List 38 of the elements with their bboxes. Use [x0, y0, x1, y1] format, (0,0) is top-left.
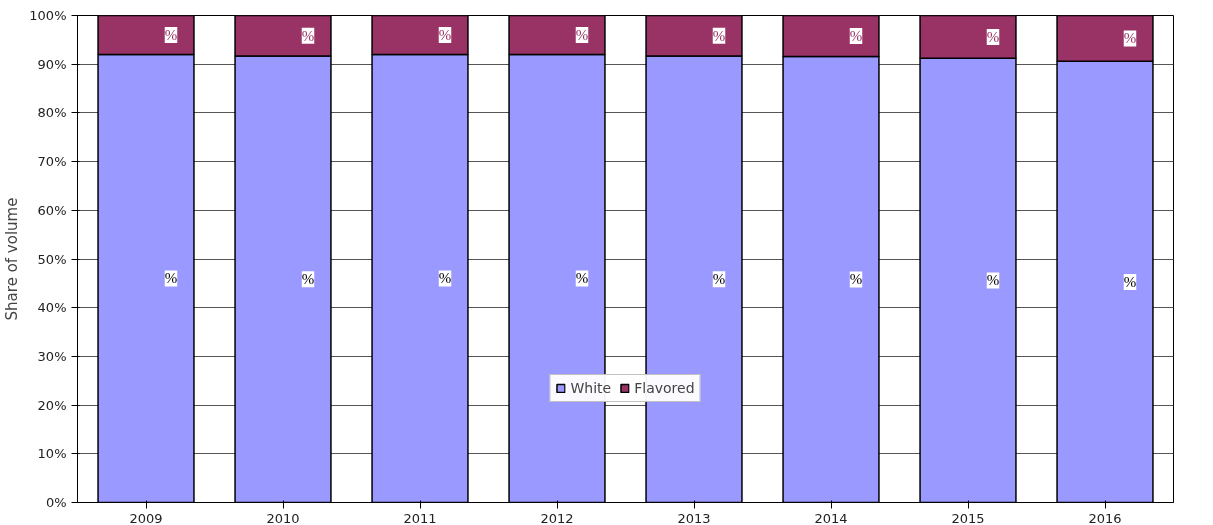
data-label: %: [986, 28, 1000, 45]
y-axis-title: Share of volume: [3, 197, 22, 321]
x-tick-label: 2011: [403, 510, 437, 525]
data-label: %: [301, 271, 315, 288]
data-label: %: [712, 27, 726, 44]
y-tick-label: 10%: [37, 446, 67, 462]
data-label: %: [849, 27, 863, 44]
data-label: %: [1123, 30, 1137, 47]
y-tick-label: 60%: [37, 202, 67, 218]
y-tick-label: 20%: [37, 397, 67, 413]
y-tick-label: 90%: [37, 56, 67, 72]
y-tick-label: 80%: [37, 105, 67, 121]
data-label: %: [986, 272, 1000, 289]
data-label: %: [301, 27, 315, 44]
data-label: %: [438, 26, 452, 43]
data-label: %: [849, 271, 863, 288]
y-tick-label: 50%: [37, 251, 67, 267]
data-label: %: [164, 26, 178, 43]
x-tick-label: 2016: [1088, 510, 1122, 525]
data-label: %: [575, 270, 589, 287]
x-tick-label: 2010: [266, 510, 300, 525]
y-tick-label: 30%: [37, 348, 67, 364]
data-label: %: [712, 271, 726, 288]
y-tick-label: 100%: [29, 8, 67, 23]
data-label: %: [164, 270, 178, 287]
x-tick-label: 2014: [814, 510, 848, 525]
y-tick-label: 70%: [37, 154, 67, 170]
x-tick-label: 2013: [677, 510, 711, 525]
x-tick-label: 2015: [951, 510, 985, 525]
legend-label: White: [570, 380, 612, 396]
data-label: %: [1123, 273, 1137, 290]
y-tick-label: 40%: [37, 300, 67, 316]
x-tick-label: 2012: [540, 510, 574, 525]
data-label: %: [438, 270, 452, 287]
x-tick-label: 2009: [129, 510, 163, 525]
data-label: %: [575, 26, 589, 43]
legend-label: Flavored: [634, 380, 695, 396]
y-tick-label: 0%: [45, 495, 67, 510]
